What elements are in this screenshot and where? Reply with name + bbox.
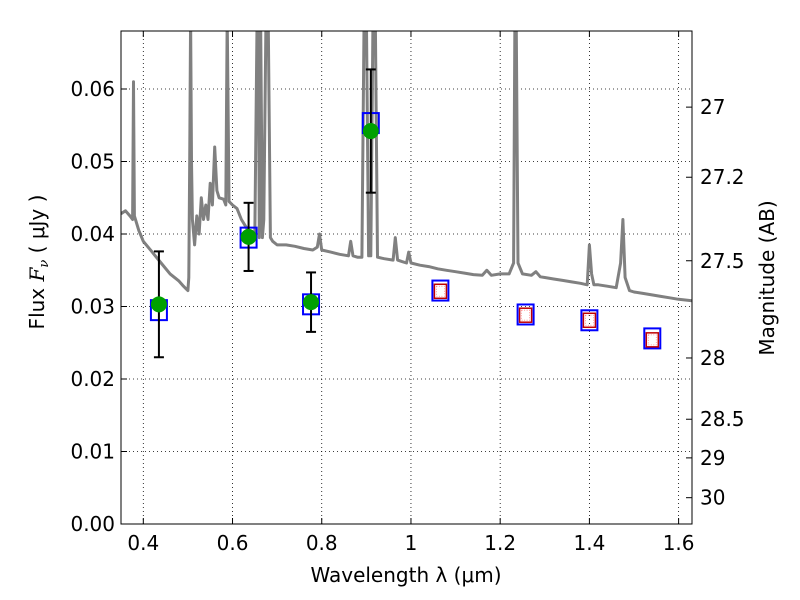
upper-limit-marker-inner [521, 309, 531, 321]
observed-point [362, 123, 379, 140]
upper-limit-marker-inner [436, 285, 445, 297]
y2-tick-label: 27.2 [700, 165, 745, 189]
y-axis-label-symbol: F [25, 267, 49, 283]
y-tick-label: 0.00 [70, 512, 115, 536]
upper-limit-marker [433, 283, 448, 300]
x-tick-label: 1.6 [663, 531, 695, 555]
x-tick-label: 1.2 [484, 531, 516, 555]
x-ticks: 0.4 0.6 0.8 1 1.2 1.4 1.6 [127, 31, 695, 555]
y-axis-label-prefix: Flux [25, 282, 49, 330]
model-photometry-marker [643, 327, 662, 350]
upper-limit-marker [518, 307, 533, 323]
x-tick-label: 1.4 [573, 531, 605, 555]
y-axis-label-unit: ( μJy ) [25, 195, 49, 260]
model-photometry-marker [431, 279, 450, 302]
x-tick-label: 0.8 [306, 531, 338, 555]
y-tick-label: 0.01 [70, 440, 115, 464]
y-tick-label: 0.03 [70, 295, 115, 319]
observed-point [150, 296, 167, 313]
y-axis-label-subscript: ν [37, 260, 52, 268]
spectrum-line [121, 31, 692, 303]
y2-tick-label: 27 [700, 95, 725, 119]
spectrum-layer [121, 31, 692, 303]
x-tick-label: 0.6 [217, 531, 249, 555]
y-tick-label: 0.02 [70, 367, 115, 391]
observed-point [303, 294, 320, 311]
y2-ticks: 27 27.2 27.5 28 28.5 29 30 [686, 95, 745, 510]
model-photometry-marker [516, 303, 535, 326]
upper-limit-marker [582, 312, 597, 329]
y2-tick-label: 27.5 [700, 249, 745, 273]
y2-tick-label: 28.5 [700, 407, 745, 431]
y-tick-label: 0.06 [70, 77, 115, 101]
y-ticks: 0.00 0.01 0.02 0.03 0.04 0.05 0.06 [70, 77, 127, 536]
plot-frame [120, 30, 693, 525]
observed-point [240, 228, 257, 245]
upper-limit-marker-inner [584, 314, 594, 326]
y2-axis-label: Magnitude (AB) [755, 200, 779, 355]
y2-tick-label: 30 [700, 486, 725, 510]
y2-tick-label: 29 [700, 446, 725, 470]
x-axis-label: Wavelength λ (μm) [310, 563, 501, 587]
upper-limit-marker [645, 332, 660, 348]
x-tick-label: 1 [405, 531, 418, 555]
x-tick-label: 0.4 [127, 531, 159, 555]
model-photometry-marker [580, 309, 599, 332]
y-tick-label: 0.04 [70, 222, 115, 246]
y2-tick-label: 28 [700, 346, 725, 370]
y-tick-label: 0.05 [70, 150, 115, 174]
markers-layer [149, 68, 662, 359]
y-axis-label: Flux Fν ( μJy ) [25, 195, 52, 330]
grid [121, 31, 692, 524]
upper-limit-marker-inner [647, 334, 657, 346]
